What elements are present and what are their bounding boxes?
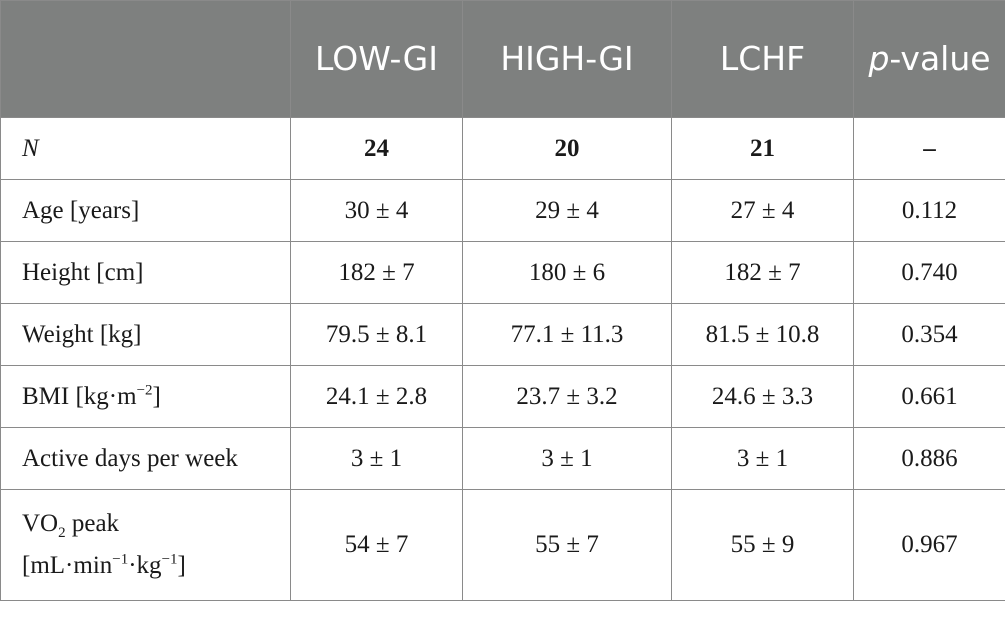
cell-low-gi: 24.1 ± 2.8 [290,365,463,428]
cell-p-value: 0.740 [853,241,1005,304]
cell-low-gi: 182 ± 7 [290,241,463,304]
header-row: LOW-GI HIGH-GI LCHF p-value [0,0,1005,118]
bmi-label-text: BMI [kg·m [22,382,137,410]
cell-p-value: 0.886 [853,427,1005,490]
header-lchf: LCHF [671,0,854,118]
cell-low-gi: 54 ± 7 [290,489,463,601]
cell-p-value: 0.112 [853,179,1005,242]
cell-p-value: 0.354 [853,303,1005,366]
row-label: Age [years] [0,179,291,242]
cell-lchf: 24.6 ± 3.3 [671,365,854,428]
cell-lchf: 55 ± 9 [671,489,854,601]
vo2-unit-text: [mL·min [22,552,113,579]
cell-lchf: 3 ± 1 [671,427,854,490]
table-row: Age [years] 30 ± 4 29 ± 4 27 ± 4 0.112 [0,179,1005,242]
row-label: N [0,117,291,180]
table-row: Weight [kg] 79.5 ± 8.1 77.1 ± 11.3 81.5 … [0,303,1005,366]
table-row: BMI [kg·m−2] 24.1 ± 2.8 23.7 ± 3.2 24.6 … [0,365,1005,428]
vo2-unit-exp2: −1 [161,551,178,568]
cell-high-gi: 3 ± 1 [462,427,672,490]
row-label: Active days per week [0,427,291,490]
cell-lchf: 182 ± 7 [671,241,854,304]
cell-lchf: 27 ± 4 [671,179,854,242]
vo2-label-peak: peak [65,510,120,537]
header-p-suffix: -value [889,39,991,78]
cell-low-gi: 30 ± 4 [290,179,463,242]
bmi-label-exponent: −2 [136,382,153,399]
cell-p-value: 0.967 [853,489,1005,601]
row-label: Height [cm] [0,241,291,304]
vo2-label-text: VO [22,510,59,537]
table-body: N 24 20 21 – Age [years] 30 ± 4 29 ± 4 2… [0,117,1005,601]
cell-high-gi: 23.7 ± 3.2 [462,365,672,428]
characteristics-table: LOW-GI HIGH-GI LCHF p-value N 24 20 21 –… [0,0,1005,601]
cell-high-gi: 77.1 ± 11.3 [462,303,672,366]
header-empty-cell [0,0,291,118]
cell-low-gi: 79.5 ± 8.1 [290,303,463,366]
cell-high-gi: 180 ± 6 [462,241,672,304]
cell-high-gi: 29 ± 4 [462,179,672,242]
vo2-unit-exp1: −1 [112,551,129,568]
table-row: Height [cm] 182 ± 7 180 ± 6 182 ± 7 0.74… [0,241,1005,304]
vo2-label: VO2 peak [mL·min−1·kg−1] [22,503,290,587]
bmi-label-close: ] [152,382,161,410]
table-row: N 24 20 21 – [0,117,1005,180]
header-p-value: p-value [853,0,1005,118]
table-header: LOW-GI HIGH-GI LCHF p-value [0,0,1005,118]
cell-p-value: 0.661 [853,365,1005,428]
header-low-gi: LOW-GI [290,0,463,118]
cell-p-value: – [853,117,1005,180]
vo2-unit-close: ] [177,552,186,579]
header-p-letter: p [868,39,890,78]
cell-low-gi: 24 [290,117,463,180]
cell-lchf: 21 [671,117,854,180]
table-row: VO2 peak [mL·min−1·kg−1] 54 ± 7 55 ± 7 5… [0,489,1005,601]
cell-lchf: 81.5 ± 10.8 [671,303,854,366]
vo2-label-subscript: 2 [58,525,66,541]
row-label: Weight [kg] [0,303,291,366]
table-row: Active days per week 3 ± 1 3 ± 1 3 ± 1 0… [0,427,1005,490]
row-label: BMI [kg·m−2] [0,365,291,428]
cell-high-gi: 20 [462,117,672,180]
vo2-unit-kg: ·kg [128,552,162,579]
row-label: VO2 peak [mL·min−1·kg−1] [0,489,291,601]
header-high-gi: HIGH-GI [462,0,672,118]
cell-high-gi: 55 ± 7 [462,489,672,601]
cell-low-gi: 3 ± 1 [290,427,463,490]
